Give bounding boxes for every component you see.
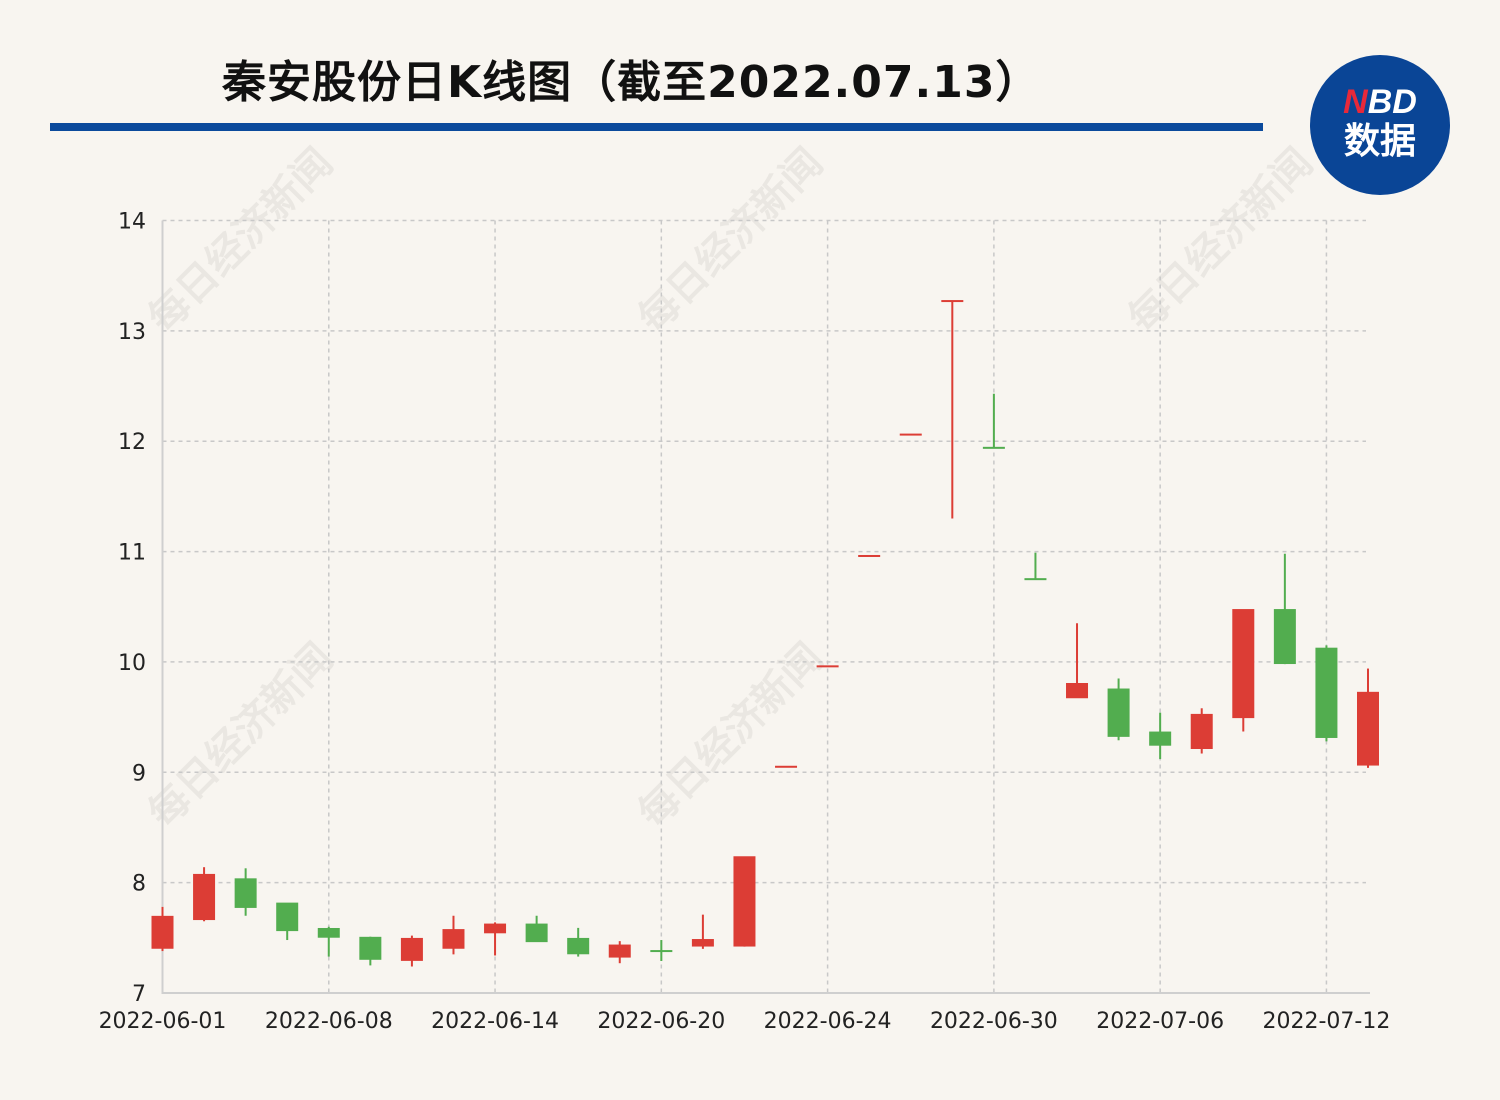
- candle-body: [1273, 609, 1296, 665]
- candle-body: [941, 300, 964, 303]
- candle-body: [400, 937, 423, 961]
- candle-body: [276, 902, 299, 932]
- candle: [1315, 645, 1338, 742]
- grid-layer: [162, 219, 1366, 993]
- candle-body: [525, 923, 548, 943]
- candle-body: [775, 765, 798, 768]
- candle: [1024, 552, 1047, 581]
- x-tick-label: 2022-06-20: [597, 1009, 725, 1034]
- candle: [858, 554, 881, 557]
- candle: [193, 867, 216, 922]
- y-tick-label: 13: [118, 320, 146, 345]
- candle: [484, 922, 507, 956]
- watermark-text: 每日经济新闻: [1120, 140, 1322, 342]
- candle: [567, 927, 590, 957]
- candle: [816, 665, 839, 668]
- candle-body: [567, 937, 590, 955]
- candle-body: [151, 915, 174, 949]
- candle-body: [982, 446, 1005, 449]
- candle-body: [650, 950, 673, 953]
- candle-body: [816, 665, 839, 668]
- x-tick-label: 2022-06-30: [930, 1009, 1058, 1034]
- candles-layer: [151, 300, 1379, 967]
- x-tick-label: 2022-06-08: [265, 1009, 393, 1034]
- candle-body: [1232, 609, 1255, 719]
- candle: [1066, 623, 1089, 699]
- candle: [1232, 609, 1255, 732]
- candle-body: [1315, 647, 1338, 738]
- candle: [442, 915, 465, 955]
- y-tick-label: 7: [132, 982, 146, 1007]
- candle: [733, 856, 756, 947]
- candle-body: [1024, 578, 1047, 581]
- x-tick-label: 2022-07-12: [1263, 1009, 1391, 1034]
- candle-body: [442, 929, 465, 949]
- x-tick-label: 2022-06-24: [764, 1009, 892, 1034]
- candle-body: [1149, 731, 1172, 746]
- nbd-data-logo: NBD 数据: [1310, 55, 1450, 195]
- candle: [151, 906, 174, 952]
- candle-body: [733, 856, 756, 947]
- candle: [1190, 708, 1213, 754]
- candle-body: [608, 944, 631, 958]
- candle: [899, 433, 922, 436]
- candle-body: [234, 878, 257, 908]
- candle: [359, 936, 382, 966]
- candle: [234, 868, 257, 916]
- y-tick-label: 11: [118, 541, 146, 566]
- watermark-text: 每日经济新闻: [140, 140, 342, 342]
- candle-body: [691, 939, 714, 947]
- y-tick-label: 9: [132, 761, 146, 786]
- candle-body: [1066, 683, 1089, 699]
- logo-data-text: 数据: [1343, 121, 1416, 162]
- candle-body: [899, 433, 922, 436]
- candle: [691, 914, 714, 949]
- candle-body: [359, 936, 382, 960]
- candle: [982, 393, 1005, 449]
- y-tick-label: 8: [132, 872, 146, 897]
- x-tick-label: 2022-07-06: [1096, 1009, 1224, 1034]
- candle-body: [1190, 713, 1213, 750]
- y-tick-label: 10: [118, 651, 146, 676]
- candle-body: [317, 927, 340, 938]
- candle: [1149, 712, 1172, 760]
- candle: [317, 926, 340, 957]
- y-tick-label: 12: [118, 430, 146, 455]
- watermark-text: 每日经济新闻: [140, 635, 342, 837]
- watermark-text: 每日经济新闻: [630, 635, 832, 837]
- title-underline: [50, 123, 1263, 131]
- candle-body: [1107, 688, 1130, 737]
- logo-nbd-text: NBD: [1343, 83, 1417, 121]
- candle-body: [193, 873, 216, 921]
- candle-body: [858, 554, 881, 557]
- chart-title: 秦安股份日K线图（截至2022.07.13）: [222, 57, 1041, 108]
- candle: [650, 940, 673, 961]
- candle: [1357, 668, 1379, 768]
- candle: [1107, 678, 1130, 741]
- candle: [525, 915, 548, 943]
- candle-body: [484, 923, 507, 934]
- x-tick-label: 2022-06-14: [431, 1009, 559, 1034]
- watermark-text: 每日经济新闻: [630, 140, 832, 342]
- candle: [1273, 553, 1296, 665]
- candle-body: [1357, 691, 1379, 766]
- candle: [775, 765, 798, 768]
- candle: [276, 902, 299, 941]
- candle: [400, 935, 423, 967]
- candle: [941, 300, 964, 519]
- axes-layer: 7 8 9 10 11 12 13 14 2022-06-01 2022-06-08 2022-06…: [99, 210, 1391, 1035]
- candle: [608, 941, 631, 964]
- y-tick-label: 14: [118, 210, 146, 235]
- x-tick-label: 2022-06-01: [99, 1009, 227, 1034]
